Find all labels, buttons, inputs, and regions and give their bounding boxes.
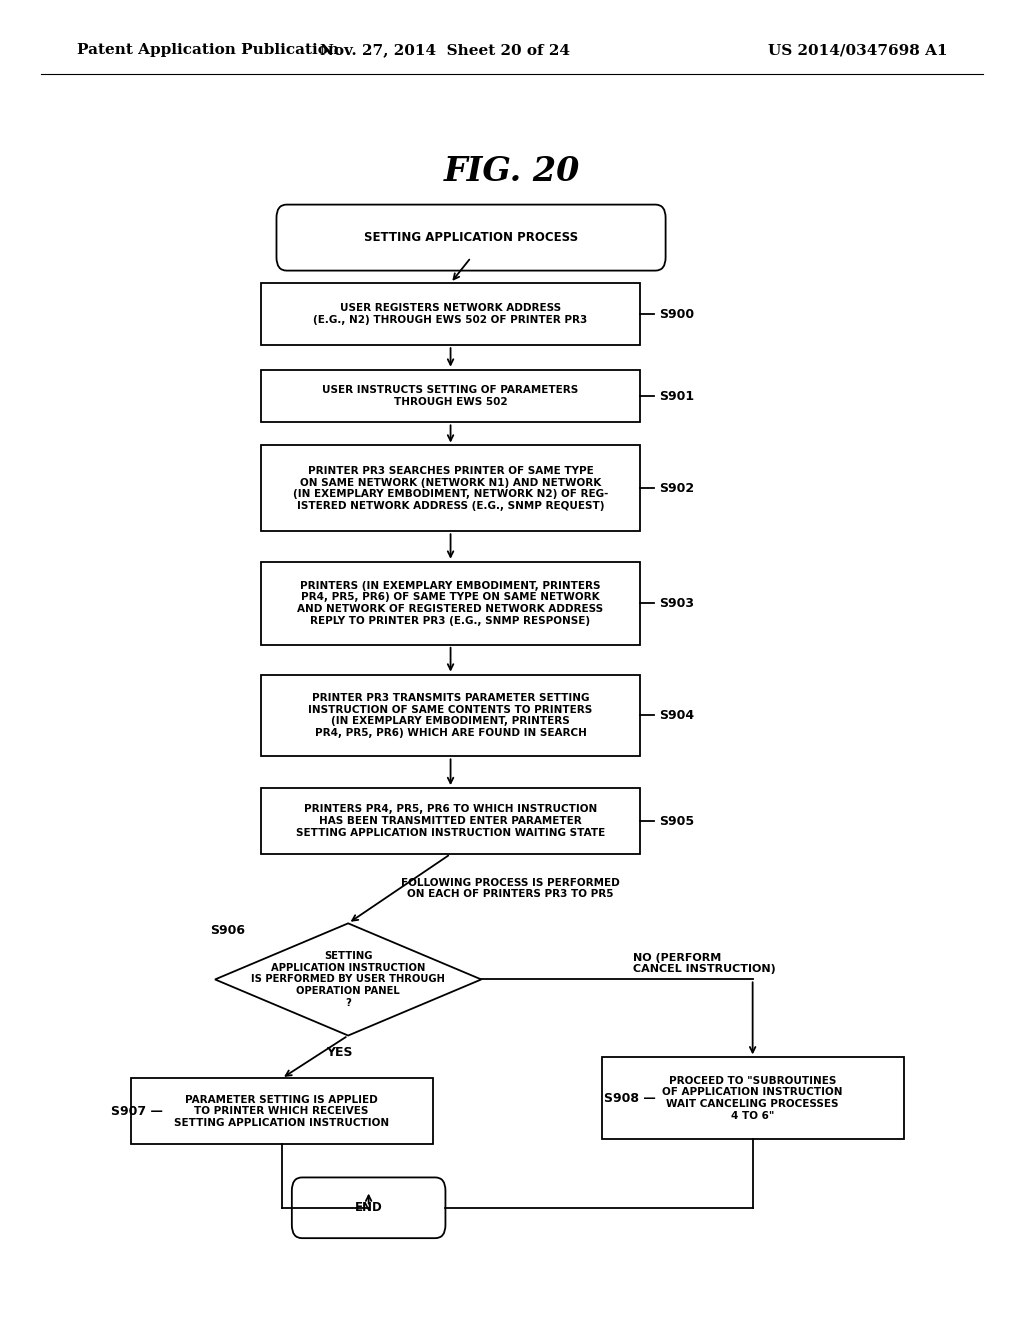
- Text: PARAMETER SETTING IS APPLIED
TO PRINTER WHICH RECEIVES
SETTING APPLICATION INSTR: PARAMETER SETTING IS APPLIED TO PRINTER …: [174, 1094, 389, 1129]
- Text: S906: S906: [210, 924, 245, 937]
- Bar: [131, 1078, 432, 1144]
- Text: S907 —: S907 —: [111, 1105, 163, 1118]
- Text: USER INSTRUCTS SETTING OF PARAMETERS
THROUGH EWS 502: USER INSTRUCTS SETTING OF PARAMETERS THR…: [323, 385, 579, 407]
- Text: S901: S901: [659, 389, 694, 403]
- Text: FIG. 20: FIG. 20: [443, 154, 581, 187]
- Text: S908 —: S908 —: [604, 1092, 656, 1105]
- Text: US 2014/0347698 A1: US 2014/0347698 A1: [768, 44, 947, 57]
- Bar: [261, 562, 640, 644]
- Text: PRINTER PR3 TRANSMITS PARAMETER SETTING
INSTRUCTION OF SAME CONTENTS TO PRINTERS: PRINTER PR3 TRANSMITS PARAMETER SETTING …: [308, 693, 593, 738]
- Text: PRINTERS (IN EXEMPLARY EMBODIMENT, PRINTERS
PR4, PR5, PR6) OF SAME TYPE ON SAME : PRINTERS (IN EXEMPLARY EMBODIMENT, PRINT…: [298, 581, 603, 626]
- Text: S902: S902: [659, 482, 694, 495]
- Polygon shape: [215, 924, 481, 1035]
- Bar: [261, 370, 640, 422]
- FancyBboxPatch shape: [292, 1177, 445, 1238]
- Text: NO (PERFORM
CANCEL INSTRUCTION): NO (PERFORM CANCEL INSTRUCTION): [633, 953, 775, 974]
- Text: Nov. 27, 2014  Sheet 20 of 24: Nov. 27, 2014 Sheet 20 of 24: [321, 44, 570, 57]
- Text: PROCEED TO "SUBROUTINES
OF APPLICATION INSTRUCTION
WAIT CANCELING PROCESSES
4 TO: PROCEED TO "SUBROUTINES OF APPLICATION I…: [663, 1076, 843, 1121]
- Text: FOLLOWING PROCESS IS PERFORMED
ON EACH OF PRINTERS PR3 TO PR5: FOLLOWING PROCESS IS PERFORMED ON EACH O…: [400, 878, 620, 899]
- Text: SETTING
APPLICATION INSTRUCTION
IS PERFORMED BY USER THROUGH
OPERATION PANEL
?: SETTING APPLICATION INSTRUCTION IS PERFO…: [251, 952, 445, 1007]
- Text: PRINTERS PR4, PR5, PR6 TO WHICH INSTRUCTION
HAS BEEN TRANSMITTED ENTER PARAMETER: PRINTERS PR4, PR5, PR6 TO WHICH INSTRUCT…: [296, 804, 605, 838]
- Text: YES: YES: [326, 1045, 352, 1059]
- Bar: [261, 675, 640, 756]
- Text: S903: S903: [659, 597, 694, 610]
- Text: S904: S904: [659, 709, 694, 722]
- Text: Patent Application Publication: Patent Application Publication: [77, 44, 339, 57]
- Text: USER REGISTERS NETWORK ADDRESS
(E.G., N2) THROUGH EWS 502 OF PRINTER PR3: USER REGISTERS NETWORK ADDRESS (E.G., N2…: [313, 304, 588, 325]
- Text: S900: S900: [659, 308, 694, 321]
- Text: SETTING APPLICATION PROCESS: SETTING APPLICATION PROCESS: [364, 231, 579, 244]
- FancyBboxPatch shape: [276, 205, 666, 271]
- Text: PRINTER PR3 SEARCHES PRINTER OF SAME TYPE
ON SAME NETWORK (NETWORK N1) AND NETWO: PRINTER PR3 SEARCHES PRINTER OF SAME TYP…: [293, 466, 608, 511]
- Bar: [261, 445, 640, 531]
- Bar: [261, 282, 640, 345]
- Text: END: END: [354, 1201, 383, 1214]
- Text: S905: S905: [659, 814, 694, 828]
- Bar: [602, 1057, 904, 1139]
- Bar: [261, 788, 640, 854]
